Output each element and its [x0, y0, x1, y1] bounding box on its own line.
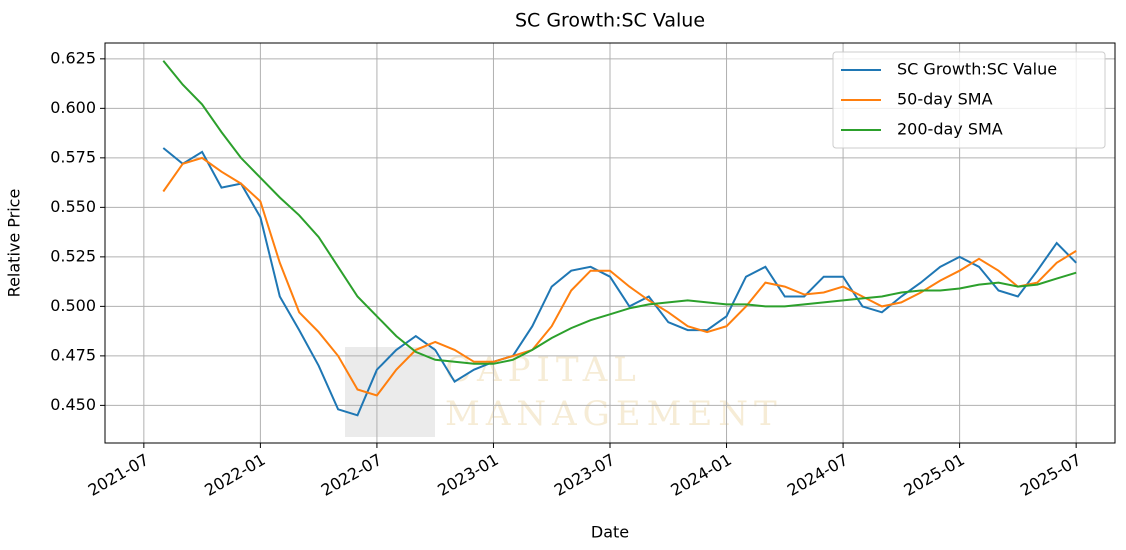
legend-label: SC Growth:SC Value [897, 60, 1057, 79]
y-tick-label: 0.625 [50, 48, 96, 67]
x-tick-label: 2022-01 [201, 450, 268, 500]
y-tick-label: 0.475 [50, 345, 96, 364]
watermark-text: CAPITAL [445, 350, 642, 390]
y-tick-label: 0.600 [50, 98, 96, 117]
x-tick-label: 2024-07 [784, 450, 851, 500]
legend-label: 50-day SMA [897, 90, 993, 109]
series-line [162, 147, 1077, 417]
y-tick-label: 0.450 [50, 395, 96, 414]
x-tick-label: 2022-07 [318, 450, 385, 500]
y-tick-label: 0.575 [50, 147, 96, 166]
x-tick-label: 2023-07 [551, 450, 618, 500]
x-tick-label: 2021-07 [85, 450, 152, 500]
x-tick-label: 2023-01 [434, 450, 501, 500]
chart-title: SC Growth:SC Value [515, 10, 705, 32]
series-line [162, 60, 1077, 365]
y-axis-label: Relative Price [5, 189, 24, 298]
watermark-text: MANAGEMENT [445, 394, 783, 434]
legend-box [832, 51, 1106, 149]
plot-frame [104, 42, 1116, 444]
x-tick-label: 2025-01 [900, 450, 967, 500]
x-axis-label: Date [591, 523, 629, 542]
y-tick-label: 0.525 [50, 246, 96, 265]
y-tick-label: 0.500 [50, 296, 96, 315]
x-tick-label: 2025-07 [1017, 450, 1084, 500]
watermark-logo [345, 347, 435, 437]
legend-label: 200-day SMA [897, 120, 1003, 139]
y-tick-label: 0.550 [50, 197, 96, 216]
x-tick-label: 2024-01 [667, 450, 734, 500]
